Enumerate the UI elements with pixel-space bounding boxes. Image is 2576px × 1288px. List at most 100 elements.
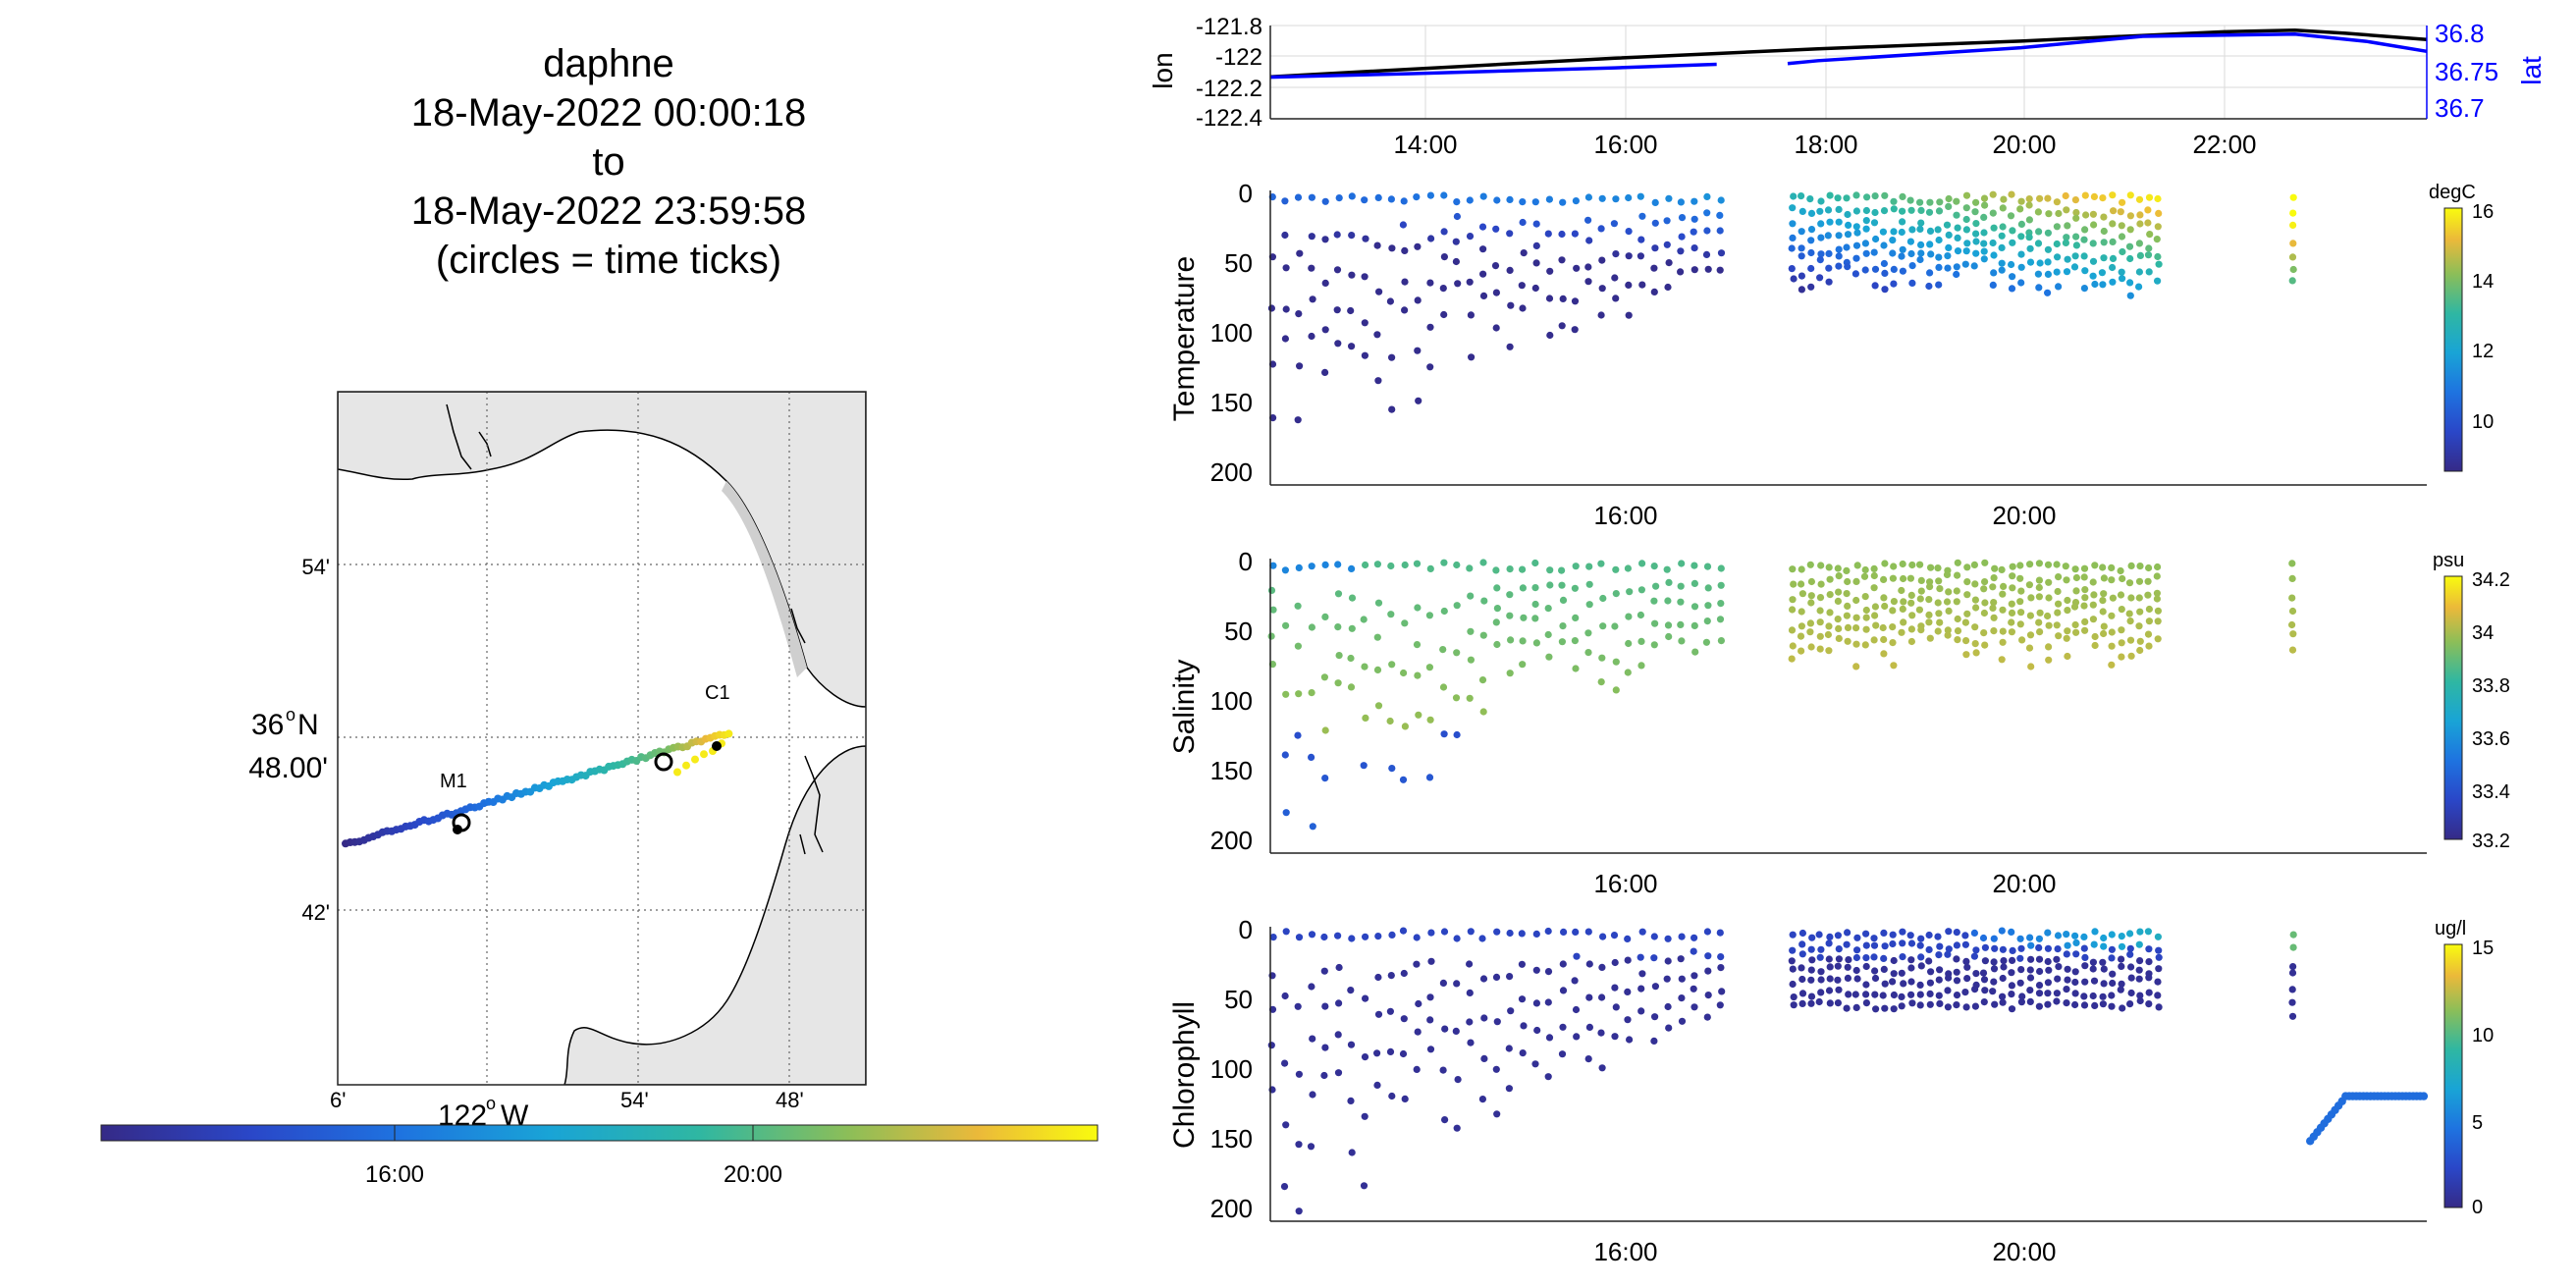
sal-point xyxy=(1426,716,1434,724)
sal-point xyxy=(1652,582,1660,590)
temp-point xyxy=(1871,265,1880,273)
chl-point xyxy=(1999,998,2007,1006)
temp-point xyxy=(1703,192,1711,200)
temp-point xyxy=(1990,224,1998,232)
chl-point xyxy=(2145,1000,2153,1008)
temp-point xyxy=(1898,228,1905,237)
temp-point xyxy=(1890,205,1898,213)
sal-point xyxy=(1572,563,1580,570)
chl-point xyxy=(2118,942,2126,950)
temp-point xyxy=(2072,214,2080,222)
temp-point xyxy=(1870,248,1878,256)
temp-point xyxy=(1598,256,1606,264)
sal-point xyxy=(1479,708,1487,716)
sal-point xyxy=(1702,638,1710,646)
sal-point xyxy=(1834,597,1842,606)
chl-point xyxy=(2109,970,2117,978)
temp-point xyxy=(1817,234,1825,242)
sal-point xyxy=(1880,650,1888,658)
chl-point xyxy=(1898,1002,1905,1010)
sal-point xyxy=(1374,599,1383,607)
sal-point xyxy=(2109,594,2117,602)
chl-point xyxy=(1348,935,1356,942)
chl-point xyxy=(1558,1050,1567,1058)
sal-point xyxy=(1571,584,1579,592)
sal-point xyxy=(1493,640,1501,649)
temp-point xyxy=(1980,247,1988,255)
chl-point xyxy=(1415,999,1422,1008)
temp-point xyxy=(1927,250,1935,258)
temp-point xyxy=(2145,244,2153,252)
chl-point xyxy=(1282,1121,1290,1129)
chl-point xyxy=(1916,941,1924,949)
sal-point xyxy=(2153,589,2161,597)
chl-point xyxy=(1507,1007,1515,1015)
temp-point xyxy=(1531,284,1539,293)
chl-point xyxy=(2071,978,2079,987)
chl-point xyxy=(2018,993,2026,1000)
chl-point xyxy=(1807,945,1815,953)
temp-point xyxy=(1373,242,1381,249)
temp-point xyxy=(1294,193,1303,201)
chl-point xyxy=(1373,1081,1381,1089)
temp-point xyxy=(1466,233,1475,241)
chl-point xyxy=(2118,962,2125,971)
chl-point xyxy=(1945,945,1953,953)
temp-point xyxy=(1807,283,1815,291)
temp-point xyxy=(2126,279,2134,287)
sal-point xyxy=(2118,606,2125,614)
chl-point xyxy=(2026,974,2035,982)
sal-point xyxy=(1663,565,1671,573)
sal-point xyxy=(2081,586,2089,594)
sal-point xyxy=(1852,614,1860,621)
sal-point xyxy=(1890,563,1898,570)
temp-point xyxy=(2082,211,2090,219)
temp-point xyxy=(1816,274,1824,282)
sal-point xyxy=(1599,622,1607,630)
map-track-point xyxy=(673,768,681,777)
temp-point xyxy=(1817,250,1825,258)
sal-point xyxy=(1807,599,1815,607)
temp-point xyxy=(1861,266,1869,274)
temp-point xyxy=(1571,230,1579,238)
lonlat-xtick: 16:00 xyxy=(1593,130,1657,159)
temp-point xyxy=(1598,194,1606,202)
chl-point xyxy=(1362,933,1369,940)
temp-point xyxy=(1816,207,1824,215)
chl-point xyxy=(2035,943,2043,952)
sal-point xyxy=(1308,689,1315,697)
chlorophyll-colorbar: ug/l 15 10 5 0 xyxy=(2435,918,2494,1218)
sal-point xyxy=(1334,561,1342,568)
chl-point xyxy=(1881,980,1889,988)
svg-text:36: 36 xyxy=(251,709,284,741)
chl-point xyxy=(1665,1024,1673,1032)
sal-point xyxy=(1282,690,1290,698)
temp-point xyxy=(1989,281,1997,289)
chl-point xyxy=(1638,970,1646,978)
chl-point xyxy=(2109,979,2117,988)
temp-point xyxy=(1807,248,1815,257)
chl-point xyxy=(1321,1044,1329,1051)
sal-point xyxy=(2135,594,2143,602)
sal-point xyxy=(2008,609,2016,617)
chl-point xyxy=(2026,934,2034,941)
temp-point xyxy=(1546,267,1554,275)
temp-point xyxy=(2063,234,2070,242)
chl-point xyxy=(1690,947,1697,955)
temp-point xyxy=(1998,266,2006,274)
chl-point xyxy=(2155,1003,2163,1011)
temp-point xyxy=(1899,267,1906,275)
chl-point xyxy=(1637,1007,1645,1015)
temp-point xyxy=(2109,238,2117,245)
salinity-cbar-tick: 34 xyxy=(2472,622,2494,644)
temp-point xyxy=(1452,238,1460,245)
temp-point xyxy=(2034,270,2042,278)
chl-point xyxy=(2127,974,2135,982)
map-grid xyxy=(338,392,866,1085)
salinity-ytick: 100 xyxy=(1210,686,1253,716)
temp-point xyxy=(2125,242,2134,250)
sal-point xyxy=(1599,594,1607,603)
salinity-colorbar-label: psu xyxy=(2433,550,2464,571)
chl-point xyxy=(1598,963,1606,972)
sal-point xyxy=(1963,610,1971,617)
